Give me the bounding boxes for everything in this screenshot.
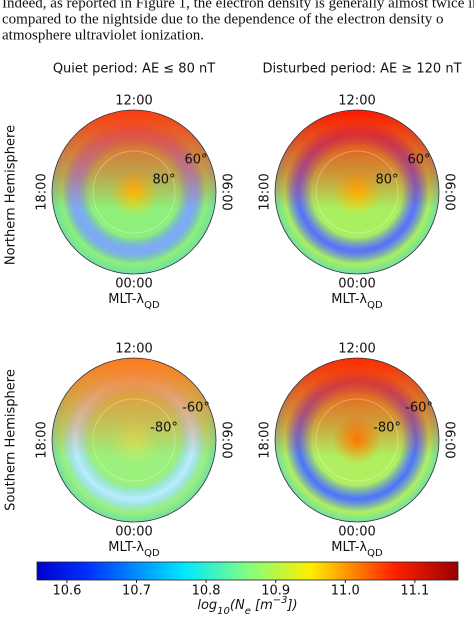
mlt-label-top: 12:00 — [338, 94, 375, 109]
polar-map-dayside — [52, 110, 216, 274]
axis-label: MLT-λQD — [108, 292, 160, 311]
mlt-label-right: 06:00 — [219, 421, 234, 458]
text-segment: 10 — [217, 606, 230, 617]
inner-lat-label: -80° — [373, 421, 401, 436]
text-segment: (N — [230, 598, 245, 613]
mlt-label-right: 06:00 — [219, 173, 234, 210]
inner-lat-label: 80° — [152, 173, 175, 188]
inner-lat-label: 80° — [375, 173, 398, 188]
mlt-label-top: 12:00 — [115, 342, 152, 357]
mlt-label-top: 12:00 — [338, 342, 375, 357]
axis-label: MLT-λQD — [108, 540, 160, 559]
outer-lat-label: 60° — [407, 153, 430, 168]
polar-map-dayside — [52, 358, 216, 522]
text-segment: MLT-λ — [331, 292, 367, 307]
polar-frame — [51, 109, 217, 275]
colorbar-tick-label: 11.1 — [400, 584, 429, 599]
colorbar-tick-label: 10.7 — [122, 584, 151, 599]
text-segment: MLT-λ — [108, 292, 144, 307]
outer-lat-label: -60° — [182, 401, 210, 416]
mlt-label-bottom: 00:00 — [115, 525, 152, 540]
row-title: Southern Hemisphere — [4, 369, 19, 511]
colorbar-tick-label: 10.8 — [192, 584, 221, 599]
text-segment: QD — [367, 548, 383, 559]
text-segment: MLT-λ — [331, 540, 367, 555]
text-segment: e — [245, 606, 251, 617]
axis-label: MLT-λQD — [331, 540, 383, 559]
text-segment: [m — [251, 598, 273, 613]
lat-circle — [92, 150, 176, 234]
colorbar-tick-label: 11.0 — [331, 584, 360, 599]
lat-circle — [92, 398, 176, 482]
text-segment: log — [197, 598, 217, 613]
text-segment: QD — [144, 548, 160, 559]
colorbar-tick-label: 10.9 — [261, 584, 290, 599]
text-segment: ]) — [286, 598, 297, 613]
polar-frame — [274, 109, 440, 275]
colorbar — [36, 561, 459, 581]
mlt-label-right: 06:00 — [442, 421, 457, 458]
mlt-label-bottom: 00:00 — [115, 277, 152, 292]
text-segment: −3 — [273, 595, 288, 606]
polar-map-dayside — [275, 110, 439, 274]
paper-text-line: atmosphere ultraviolet ionization. — [2, 27, 204, 43]
column-title: Quiet period: AE ≤ 80 nT — [53, 62, 215, 77]
row-title: Northern Hemisphere — [4, 125, 19, 265]
lat-circle — [315, 398, 399, 482]
mlt-label-bottom: 00:00 — [338, 525, 375, 540]
lat-circle — [315, 150, 399, 234]
polar-frame — [274, 357, 440, 523]
colorbar-label: log10(Ne [m−3]) — [197, 595, 297, 617]
text-segment: QD — [367, 300, 383, 311]
polar-frame — [51, 357, 217, 523]
mlt-label-top: 12:00 — [115, 94, 152, 109]
axis-label: MLT-λQD — [331, 292, 383, 311]
mlt-label-bottom: 00:00 — [338, 277, 375, 292]
colorbar-tick-label: 10.6 — [52, 584, 81, 599]
mlt-label-left: 18:00 — [258, 421, 273, 458]
column-title: Disturbed period: AE ≥ 120 nT — [262, 62, 461, 77]
mlt-label-left: 18:00 — [258, 173, 273, 210]
mlt-label-left: 18:00 — [35, 421, 50, 458]
outer-lat-label: -60° — [405, 401, 433, 416]
polar-map-dayside — [275, 358, 439, 522]
text-segment: MLT-λ — [108, 540, 144, 555]
inner-lat-label: -80° — [150, 421, 178, 436]
mlt-label-right: 06:00 — [442, 173, 457, 210]
paper-text-line: compared to the nightside due to the dep… — [2, 11, 444, 27]
paper-text-line: Indeed, as reported in Figure 1, the ele… — [2, 0, 474, 11]
text-segment: QD — [144, 300, 160, 311]
mlt-label-left: 18:00 — [35, 173, 50, 210]
outer-lat-label: 60° — [184, 153, 207, 168]
